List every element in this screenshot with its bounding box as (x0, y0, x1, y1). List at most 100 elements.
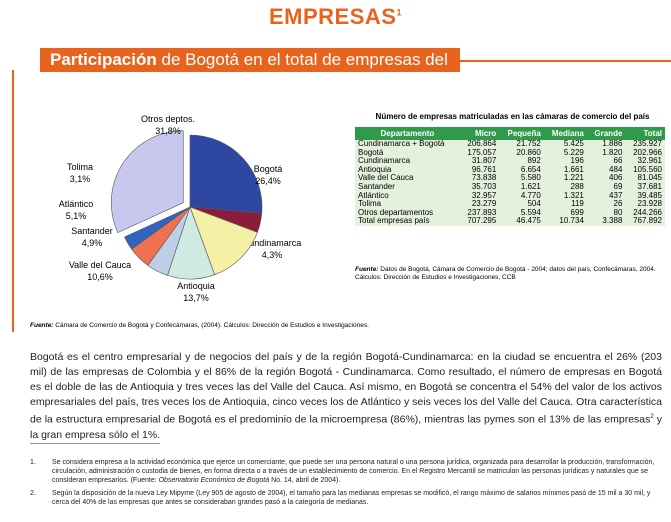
header-cell: Mediana (543, 127, 587, 140)
row: Valle del Cauca 73.838 5.580 1.221 406 81.045 (355, 174, 665, 183)
header-cell: Departamento (355, 127, 460, 140)
header-cell: Total (625, 127, 665, 140)
cell: 4.770 (499, 191, 544, 201)
cell: 1.321 (543, 191, 587, 201)
cell: 1.661 (543, 165, 587, 175)
slice-value: 13,7% (183, 293, 209, 303)
row: Antioquia 96.761 6.654 1.661 484 105.560 (355, 165, 665, 175)
cell: 437 (586, 191, 626, 201)
text: Se considera empresa a la actividad econ… (52, 459, 655, 484)
cell: 206.864 (459, 139, 500, 149)
cell: Otros departamentos (355, 208, 460, 218)
cell: 5.425 (543, 139, 587, 149)
row: Bogotá 175.057 20.860 5.229 1.820 202.966 (355, 148, 665, 158)
cell: 237.893 (459, 208, 500, 218)
cell: 699 (543, 208, 587, 218)
cell: 504 (499, 200, 544, 209)
cell: 26 (586, 200, 626, 209)
cell: 73.838 (459, 174, 500, 183)
cell: 10.734 (543, 217, 587, 226)
slice-value: 10,6% (87, 272, 113, 282)
cell: Antioquia (355, 165, 460, 175)
text: No. 14, abril de 2004). (269, 477, 341, 484)
cell: Atlántico (355, 191, 460, 201)
cell: 23.928 (625, 200, 665, 209)
cell: 105.560 (625, 165, 665, 175)
slice-label: Cundinamarca (243, 238, 302, 248)
cell: 35.703 (459, 182, 500, 192)
cell: 20.860 (499, 148, 544, 158)
slice-label: Valle del Cauca (69, 260, 131, 270)
text: Se considera empresa a la actividad econ… (52, 458, 662, 485)
pie-slice (131, 206, 191, 266)
cell: 80 (586, 208, 626, 218)
cell: Cundinamarca (355, 157, 460, 166)
cell: 31.807 (459, 157, 500, 166)
chart-source: Fuente: Cámara de Comercio de Bogotá y C… (30, 322, 530, 329)
source-text: Cámara de Comercio de Bogotá y Confecáma… (55, 322, 369, 329)
cell: 21.752 (499, 139, 544, 149)
source: Observatorio Económico de Bogotá (158, 477, 270, 484)
table-title: Número de empresas matriculadas en las c… (375, 112, 650, 121)
text: Bogotá es el centro empresarial y de neg… (30, 351, 662, 426)
row: Cundinamarca + Bogotá 206.864 21.752 5.425 1… (355, 139, 665, 149)
cell: 32.957 (459, 191, 500, 201)
cell: 3.388 (586, 217, 626, 226)
slice-label: Atlántico (59, 199, 94, 209)
rule (30, 443, 160, 444)
slice-value: 31,8% (155, 126, 181, 136)
source-label: Fuente: (355, 266, 379, 273)
row: Santander 35.703 1.621 288 69 37.681 (355, 182, 665, 192)
pie-slice (124, 206, 191, 250)
cell: Valle del Cauca (355, 174, 460, 183)
footnote: 2. Según la disposición de la nueva Ley M… (30, 489, 662, 507)
cell: 1.886 (586, 139, 626, 149)
cell: 235.927 (625, 139, 665, 149)
slice-value: 4,9% (82, 238, 103, 248)
cell: 23.279 (459, 200, 500, 209)
slice-value: 3,1% (70, 174, 91, 184)
slice-value: 4,3% (262, 250, 283, 260)
cell: 1.820 (586, 148, 626, 158)
cell: 32.961 (625, 157, 665, 166)
cell: 1.621 (499, 182, 544, 192)
data-table: Departamento Micro Pequeña Mediana Grande Tot… (355, 127, 665, 226)
cell: 484 (586, 165, 626, 175)
pie-slice (111, 130, 184, 234)
cell: 175.057 (459, 148, 500, 158)
cell: 196 (543, 157, 587, 166)
cell: Bogotá (355, 148, 460, 158)
number: 1. (30, 459, 36, 466)
frame-line (12, 70, 14, 332)
table-source: Fuente: Datos de Bogotá, Cámara de Comer… (355, 266, 665, 282)
title-text: EMPRESAS (269, 4, 397, 29)
cell: 46.475 (499, 217, 544, 226)
text: y la gran empresa sólo el 1%. (30, 413, 662, 441)
cell: 119 (543, 200, 587, 209)
page-title: EMPRESAS1 (0, 4, 671, 30)
cell: 202.966 (625, 148, 665, 158)
section-bar: Participación de Bogotá en el total de e… (40, 48, 460, 93)
cell: 69 (586, 182, 626, 192)
row: Atlántico 32.957 4.770 1.321 437 39.485 (355, 191, 665, 201)
slice-label: Otros deptos. (141, 114, 195, 124)
cell: 244.266 (625, 208, 665, 218)
cell: Santander (355, 182, 460, 192)
cell: 96.761 (459, 165, 500, 175)
cell: Cundinamarca + Bogotá (355, 139, 460, 149)
title-note: 1 (396, 7, 402, 18)
cell: Tolima (355, 200, 460, 209)
row: Total empresas país 707.295 46.475 10.734 3.… (355, 217, 665, 226)
cell: 39.485 (625, 191, 665, 201)
note: 2 (650, 414, 654, 420)
source-text: Datos de Bogotá, Cámara de Comercio de B… (355, 266, 656, 281)
section-rest: de Bogotá en el total de empresas del pa… (50, 50, 448, 93)
cell: 767.892 (625, 217, 665, 226)
section-bold: Participación (50, 50, 157, 69)
cell: 5.229 (543, 148, 587, 158)
cell: 6.654 (499, 165, 544, 175)
cell: 406 (586, 174, 626, 183)
text: Según la disposición de la nueva Ley Mip… (52, 490, 651, 506)
cell: 1.221 (543, 174, 587, 183)
slice-label: Santander (71, 226, 113, 236)
